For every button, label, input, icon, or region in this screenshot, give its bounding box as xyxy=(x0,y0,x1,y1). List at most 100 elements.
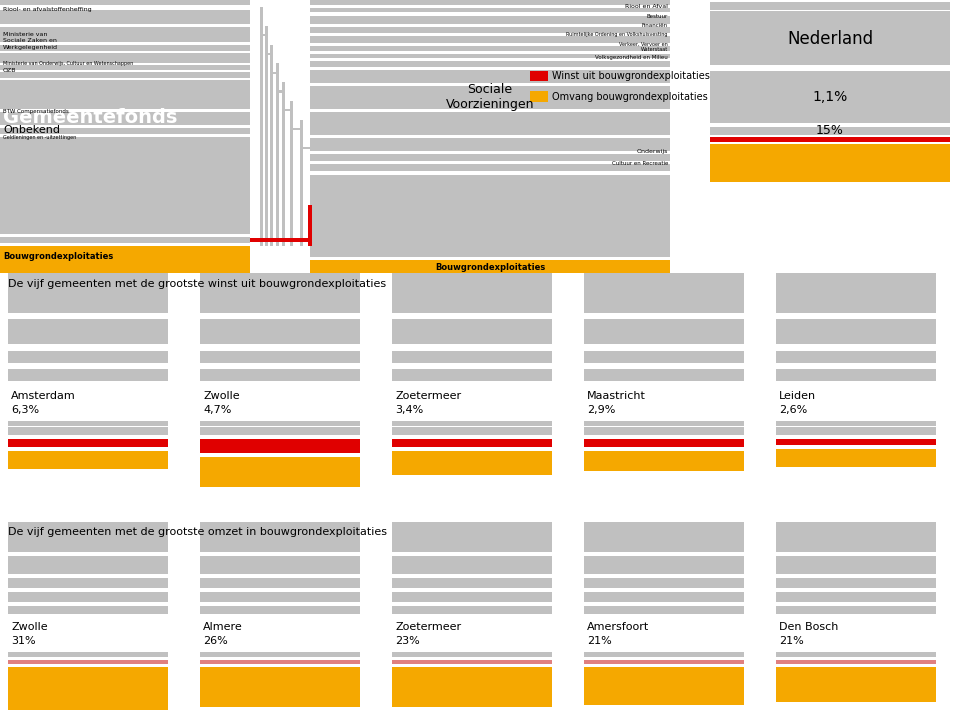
Bar xyxy=(312,138,315,246)
Bar xyxy=(392,420,552,426)
Bar xyxy=(710,67,950,69)
Bar xyxy=(530,71,548,81)
Bar xyxy=(8,522,168,552)
Text: Nederland: Nederland xyxy=(787,31,873,48)
Bar xyxy=(584,439,744,447)
Bar xyxy=(8,592,168,602)
Bar xyxy=(8,427,168,435)
Bar xyxy=(0,134,250,137)
Bar xyxy=(200,667,360,707)
Bar xyxy=(392,368,552,381)
Bar xyxy=(200,660,360,664)
Bar xyxy=(310,13,670,16)
Bar xyxy=(0,244,250,246)
Bar xyxy=(310,5,670,9)
Bar xyxy=(392,556,552,574)
Text: Ministerie van
Sociale Zaken en
Werkgelegenheid: Ministerie van Sociale Zaken en Werkgele… xyxy=(3,32,58,50)
Bar xyxy=(8,667,168,710)
Bar xyxy=(8,552,168,556)
Bar xyxy=(200,439,360,453)
Bar xyxy=(392,652,552,657)
Bar xyxy=(260,7,263,246)
Text: Gemeentefonds: Gemeentefonds xyxy=(3,108,178,127)
Bar xyxy=(200,574,360,578)
Bar xyxy=(200,273,360,313)
Bar xyxy=(260,34,268,36)
Bar xyxy=(200,320,360,344)
Bar xyxy=(776,667,936,702)
Bar xyxy=(584,351,744,363)
Bar xyxy=(392,614,552,618)
Text: Financiën: Financiën xyxy=(642,23,668,28)
Bar xyxy=(584,606,744,614)
Text: Ruimtelijke Ordening en Volkshuisvesting: Ruimtelijke Ordening en Volkshuisvesting xyxy=(566,32,668,37)
Bar xyxy=(710,127,950,135)
Bar xyxy=(310,51,670,54)
Bar xyxy=(392,522,552,552)
Bar xyxy=(325,157,328,246)
Text: De vijf gemeenten met de grootste omzet in bouwgrondexploitaties: De vijf gemeenten met de grootste omzet … xyxy=(8,527,387,537)
Bar xyxy=(584,363,744,368)
Bar xyxy=(312,165,328,168)
Bar xyxy=(8,588,168,592)
Bar xyxy=(392,363,552,368)
Bar xyxy=(200,420,360,426)
Bar xyxy=(776,351,936,363)
Bar xyxy=(776,427,936,435)
Bar xyxy=(265,26,268,246)
Bar xyxy=(776,614,936,618)
Bar xyxy=(584,522,744,552)
Text: Bouwgrondexploitaties: Bouwgrondexploitaties xyxy=(3,252,113,261)
Bar xyxy=(584,574,744,578)
Text: 2,9%: 2,9% xyxy=(587,405,615,415)
Bar xyxy=(776,652,936,657)
Bar xyxy=(200,602,360,606)
Bar xyxy=(392,427,552,435)
Text: Zwolle: Zwolle xyxy=(11,622,48,632)
Bar xyxy=(8,574,168,578)
Bar xyxy=(710,13,950,65)
Bar xyxy=(200,578,360,588)
Text: Winst uit bouwgrondexploitaties: Winst uit bouwgrondexploitaties xyxy=(552,71,709,81)
Text: 4,7%: 4,7% xyxy=(203,405,231,415)
Bar xyxy=(310,257,670,260)
Bar xyxy=(392,592,552,602)
Bar xyxy=(710,11,950,13)
Bar xyxy=(8,344,168,351)
Text: 2,6%: 2,6% xyxy=(779,405,807,415)
Bar xyxy=(584,320,744,344)
Bar xyxy=(0,109,250,112)
Bar xyxy=(776,420,936,426)
Bar xyxy=(0,24,250,27)
Bar xyxy=(310,67,670,70)
Bar xyxy=(310,109,670,112)
Bar xyxy=(584,592,744,602)
Bar xyxy=(584,368,744,381)
Text: 3,4%: 3,4% xyxy=(395,405,423,415)
Bar xyxy=(776,344,936,351)
Bar xyxy=(200,606,360,614)
Bar xyxy=(300,119,303,246)
Bar xyxy=(0,51,250,53)
Bar xyxy=(0,63,250,65)
Bar xyxy=(8,556,168,574)
Bar xyxy=(310,43,670,45)
Bar xyxy=(584,602,744,606)
Bar xyxy=(8,660,168,664)
Bar xyxy=(310,135,670,138)
Text: Maastricht: Maastricht xyxy=(587,391,646,400)
Bar xyxy=(392,574,552,578)
Bar xyxy=(584,556,744,574)
Text: 23%: 23% xyxy=(395,636,420,646)
Bar xyxy=(0,5,250,11)
Bar xyxy=(200,652,360,657)
Bar xyxy=(200,552,360,556)
Bar xyxy=(392,451,552,475)
Bar xyxy=(392,667,552,707)
Bar xyxy=(776,602,936,606)
Text: Volksgezondheid en Milieu: Volksgezondheid en Milieu xyxy=(595,55,668,60)
Text: Den Bosch: Den Bosch xyxy=(779,622,838,632)
Bar xyxy=(710,144,950,182)
Bar xyxy=(392,606,552,614)
Bar xyxy=(200,614,360,618)
